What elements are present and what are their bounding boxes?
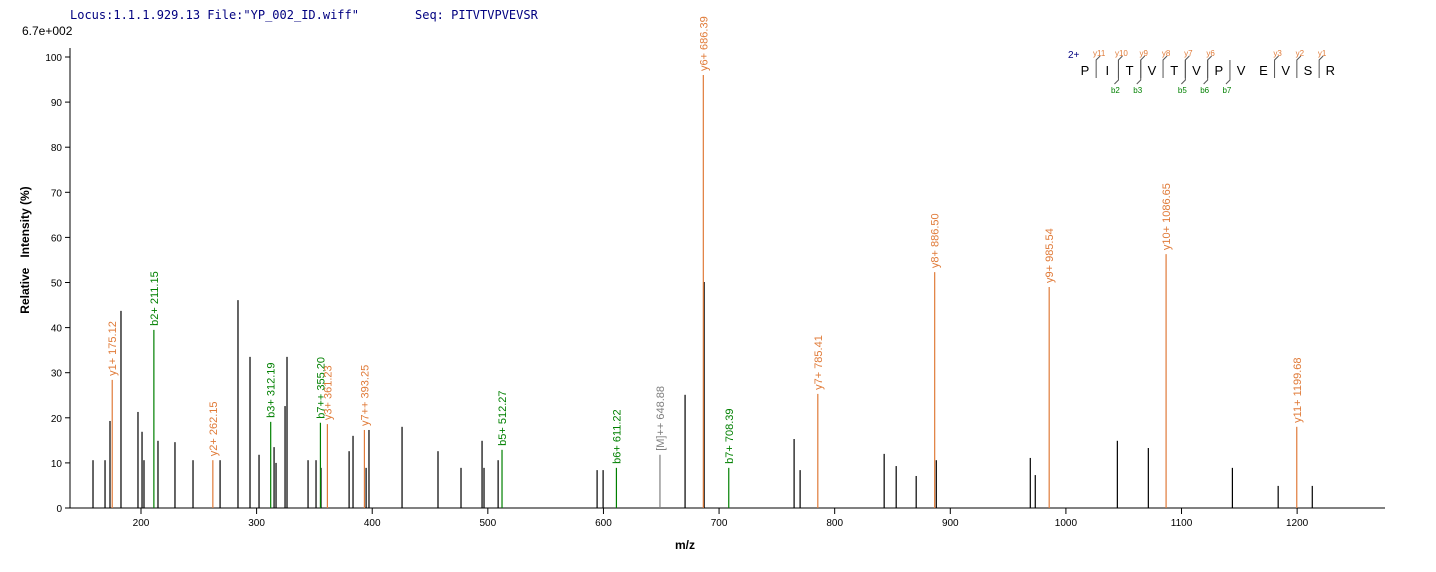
y-ion-label: y1 <box>1318 49 1327 58</box>
peak-label: b3+ 312.19 <box>266 362 278 417</box>
residue: I <box>1105 63 1109 78</box>
b-cleavage <box>1136 60 1142 85</box>
residue: V <box>1237 63 1246 78</box>
b-ion-label: b3 <box>1133 86 1142 95</box>
peak-label: b5+ 512.27 <box>497 390 509 445</box>
x-tick-label: 1100 <box>1171 518 1193 529</box>
residue: P <box>1081 63 1090 78</box>
residue: V <box>1281 63 1290 78</box>
y-cleavage <box>1095 55 1101 78</box>
y-tick-label: 70 <box>51 188 63 199</box>
y-tick-label: 80 <box>51 143 63 154</box>
peak-label: y1+ 175.12 <box>107 321 119 376</box>
header-seq: Seq: PITVTVPVEVSR <box>415 8 539 22</box>
residue: T <box>1170 63 1178 78</box>
peak-label: [M]++ 648.88 <box>655 386 667 451</box>
peak-label: y7+ 785.41 <box>813 335 825 390</box>
y-ion-label: y8 <box>1162 49 1171 58</box>
y-cleavage <box>1162 55 1168 78</box>
y-cleavage <box>1140 55 1146 78</box>
y-ion-label: y10 <box>1115 49 1128 58</box>
y-tick-label: 90 <box>51 98 63 109</box>
y-tick-label: 0 <box>56 504 62 515</box>
b-ion-label: b6 <box>1200 86 1209 95</box>
y-ion-label: y3 <box>1273 49 1282 58</box>
y-ion-label: y9 <box>1140 49 1149 58</box>
x-tick-label: 200 <box>133 518 150 529</box>
y-ion-label: y7 <box>1184 49 1193 58</box>
peak-label: y9+ 985.54 <box>1044 228 1056 283</box>
x-tick-label: 500 <box>479 518 496 529</box>
residue: E <box>1259 63 1268 78</box>
y-tick-label: 100 <box>45 53 62 64</box>
peak-label: y11+ 1199.68 <box>1292 357 1304 422</box>
residue: R <box>1326 63 1335 78</box>
b-ion-label: b2 <box>1111 86 1120 95</box>
y-ion-label: y2 <box>1296 49 1305 58</box>
peak-label: b6+ 611.22 <box>611 409 623 464</box>
y-cleavage <box>1117 55 1123 78</box>
y-ion-label: y6 <box>1206 49 1215 58</box>
b-cleavage <box>1203 60 1209 85</box>
y-tick-label: 50 <box>51 279 63 290</box>
y-tick-label: 30 <box>51 369 63 380</box>
x-tick-label: 700 <box>711 518 728 529</box>
y-tick-label: 20 <box>51 414 63 425</box>
y-ion-label: y11 <box>1093 49 1106 58</box>
peak-label: b7+ 708.39 <box>724 408 736 463</box>
b-cleavage <box>1225 60 1231 85</box>
residue: P <box>1214 63 1223 78</box>
peak-label: b7++ 355.20 <box>315 357 327 419</box>
peak-label: y2+ 262.15 <box>208 401 220 456</box>
residue: V <box>1192 63 1201 78</box>
b-cleavage <box>1114 60 1119 85</box>
charge: 2+ <box>1068 50 1080 61</box>
header-file: Locus:1.1.1.929.13 File:"YP_002_ID.wiff" <box>70 8 359 22</box>
peak-label: b2+ 211.15 <box>149 271 161 326</box>
x-tick-label: 800 <box>826 518 843 529</box>
peak-label: y8+ 886.50 <box>930 213 942 268</box>
peak-label: y6+ 686.39 <box>698 16 710 71</box>
b-cleavage <box>1180 60 1186 85</box>
peak-label: y3+ 361.23 <box>322 365 334 420</box>
x-tick-label: 1000 <box>1055 518 1078 529</box>
b-ion-label: b5 <box>1178 86 1187 95</box>
y-tick-label: 40 <box>51 324 63 335</box>
x-tick-label: 900 <box>942 518 959 529</box>
y-cleavage <box>1184 55 1190 78</box>
x-tick-label: 300 <box>248 518 265 529</box>
residue: T <box>1126 63 1134 78</box>
residue: V <box>1148 63 1157 78</box>
y-cleavage <box>1296 55 1302 78</box>
peak-label: y10+ 1086.65 <box>1161 183 1173 250</box>
x-tick-label: 400 <box>364 518 381 529</box>
peak-label: y7++ 393.25 <box>359 365 371 426</box>
y-cleavage <box>1274 55 1279 78</box>
y-tick-label: 10 <box>51 459 63 470</box>
y-cleavage <box>1318 55 1324 78</box>
scale-label: 6.7e+002 <box>22 24 73 38</box>
x-tick-label: 1200 <box>1286 518 1309 529</box>
residue: S <box>1304 63 1313 78</box>
b-ion-label: b7 <box>1222 86 1231 95</box>
x-axis-label: m/z <box>675 538 695 552</box>
y-tick-label: 60 <box>51 233 63 244</box>
y-cleavage <box>1207 55 1213 78</box>
y-axis-label: Relative Intensity (%) <box>18 186 32 313</box>
x-tick-label: 600 <box>595 518 612 529</box>
